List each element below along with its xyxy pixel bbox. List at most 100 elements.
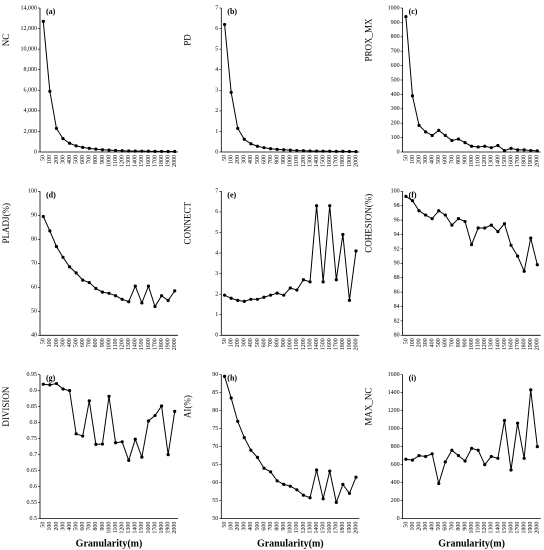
x-axis-title: Granularity(m) <box>257 539 324 550</box>
data-point <box>354 249 358 253</box>
y-tick-label: 0.95 <box>27 372 38 378</box>
data-point <box>470 242 474 247</box>
data-point <box>443 213 447 217</box>
panel-label: (d) <box>46 190 56 199</box>
y-tick-label: 1600 <box>388 372 400 378</box>
data-point <box>321 497 325 501</box>
x-tick-label: 2000 <box>172 155 178 167</box>
x-tick-label: 500 <box>255 338 261 347</box>
data-point <box>502 418 507 423</box>
data-point <box>288 148 292 152</box>
series-line <box>405 389 538 486</box>
data-point <box>489 454 493 459</box>
x-tick-label: 1000 <box>288 338 294 350</box>
data-point <box>301 149 306 153</box>
x-tick-label: 800 <box>93 522 99 531</box>
y-tick-label: 0.9 <box>30 388 38 394</box>
data-point <box>314 468 319 472</box>
x-tick-label: 1100 <box>113 522 119 534</box>
data-point <box>61 255 65 259</box>
x-tick-label: 1800 <box>340 338 346 350</box>
data-point <box>347 298 352 302</box>
data-point <box>522 456 526 460</box>
x-tick-label: 1200 <box>301 338 307 350</box>
x-tick-label: 700 <box>449 338 455 347</box>
x-tick-label: 900 <box>462 522 468 531</box>
data-point <box>282 482 286 486</box>
x-tick-label: 100 <box>47 338 53 347</box>
x-tick-label: 1200 <box>120 155 126 167</box>
data-point <box>529 148 533 153</box>
x-tick-label: 1800 <box>159 338 165 350</box>
data-point <box>463 459 467 463</box>
data-point <box>133 284 137 288</box>
y-tick-label: 0.7 <box>30 452 38 458</box>
data-point <box>424 454 428 459</box>
data-point <box>133 149 137 153</box>
data-point <box>268 293 273 297</box>
x-tick-label: 200 <box>416 522 422 531</box>
data-point <box>509 243 513 247</box>
x-tick-label: 400 <box>67 338 73 347</box>
data-point <box>74 432 78 436</box>
x-tick-label: 1900 <box>528 155 534 167</box>
x-tick-label: 1400 <box>314 522 320 534</box>
y-axis-title: COHESION(%) <box>364 194 374 253</box>
data-point <box>113 441 118 445</box>
x-tick-label: 900 <box>281 155 287 164</box>
data-point <box>437 209 441 213</box>
data-point <box>489 223 493 227</box>
y-tick-label: 0.55 <box>27 500 38 506</box>
data-point <box>222 293 227 297</box>
y-tick-label: 50 <box>212 516 218 522</box>
data-point <box>107 394 111 398</box>
x-tick-label: 800 <box>275 522 281 531</box>
x-tick-label: 1800 <box>159 522 165 534</box>
data-point <box>87 280 91 285</box>
data-point <box>255 297 260 301</box>
x-tick-label: 1400 <box>495 155 501 167</box>
data-point <box>268 147 273 151</box>
series-line <box>224 24 357 153</box>
x-tick-label: 1700 <box>152 338 158 350</box>
x-tick-label: 1800 <box>522 155 528 167</box>
panel-label: (f) <box>409 190 417 199</box>
data-point <box>67 389 72 393</box>
x-tick-label: 600 <box>80 155 86 164</box>
data-point <box>41 382 45 386</box>
x-tick-label: 1800 <box>159 155 165 167</box>
x-tick-label: 200 <box>54 155 60 164</box>
y-tick-label: 3 <box>215 88 218 94</box>
data-point <box>535 445 539 449</box>
x-tick-label: 1900 <box>347 338 353 350</box>
data-point <box>476 226 480 230</box>
x-tick-label: 900 <box>462 338 468 347</box>
data-point <box>295 288 299 292</box>
x-tick-label: 1100 <box>476 522 482 534</box>
data-point <box>430 452 434 456</box>
y-axis-title: AI(%) <box>182 395 192 418</box>
x-tick-label: 1500 <box>502 522 508 534</box>
data-point <box>410 458 415 462</box>
y-tick-label: 86 <box>394 289 400 295</box>
panel-label: (h) <box>227 374 237 383</box>
data-point <box>120 440 124 444</box>
y-tick-label: 65 <box>212 462 218 468</box>
data-point <box>249 297 253 301</box>
y-tick-label: 12,000 <box>21 26 38 32</box>
x-tick-label: 600 <box>261 522 267 531</box>
data-point <box>236 298 240 302</box>
y-axis-title: MAX_NC <box>364 388 374 426</box>
x-tick-label: 1200 <box>482 338 488 350</box>
x-tick-label: 300 <box>242 155 248 164</box>
data-point <box>321 149 325 153</box>
x-tick-label: 2000 <box>353 522 359 534</box>
y-tick-label: 55 <box>212 498 218 504</box>
x-tick-label: 700 <box>268 338 274 347</box>
x-tick-label: 1900 <box>528 338 534 350</box>
x-tick-label: 700 <box>449 522 455 531</box>
data-point <box>166 149 170 154</box>
y-tick-label: 0 <box>34 149 37 155</box>
y-tick-label: 0.8 <box>30 420 38 426</box>
x-tick-label: 700 <box>268 522 274 531</box>
